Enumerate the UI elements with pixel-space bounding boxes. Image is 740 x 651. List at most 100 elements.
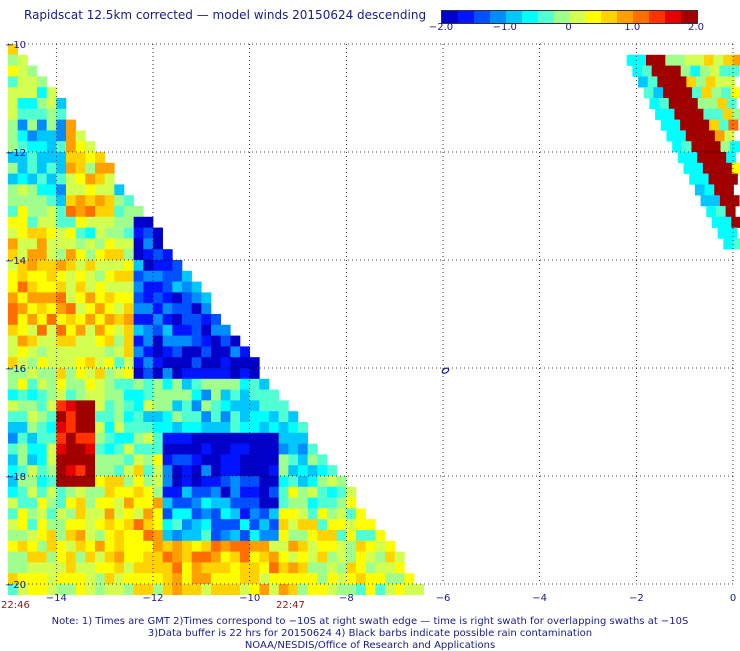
swath-cell [56,270,67,282]
swath-cell [114,184,125,196]
swath-cell [191,486,202,498]
swath-cell [37,573,47,585]
swath-cell [230,584,241,596]
swath-cell [56,465,67,477]
swath-cell [143,303,154,315]
swath-cell [37,270,47,282]
swath-cell [700,195,711,207]
swath-cell [201,422,212,434]
swath-cell [201,335,212,347]
swath-cell [133,292,144,304]
swath-cell [124,551,134,563]
swath-cell [143,227,154,239]
swath-cell [143,216,154,228]
swath-cell [66,314,76,326]
swath-cell [220,346,231,358]
swath-cell [66,443,76,455]
swath-cell [95,411,105,423]
swath-cell [8,476,18,488]
swath-cell [249,454,260,466]
swath-cell [288,422,299,434]
swath-cell [172,465,183,477]
swath-cell [27,227,38,239]
swath-cell [298,465,308,477]
swath-cell [172,292,183,304]
swath-cell [17,314,28,326]
swath-cell [211,346,221,358]
swath-cell [182,324,192,336]
swath-cell [719,65,730,77]
swath-cell [143,551,154,563]
swath-cell [56,216,67,228]
swath-cell [114,346,125,358]
swath-cell [46,530,57,542]
swath-cell [133,411,144,423]
swath-cell [162,400,173,412]
swath-cell [46,422,57,434]
swath-cell [95,314,105,326]
swath-cell [133,346,144,358]
swath-cell [288,508,299,520]
swath-cell [17,508,28,520]
swath-cell [706,152,717,164]
swath-cell [27,260,38,272]
swath-cell [699,119,710,131]
swath-cell [56,551,67,563]
swath-cell [162,324,173,336]
swath-cell [661,65,672,77]
swath-cell [66,335,76,347]
swath-cell [385,562,395,574]
swath-cell [95,162,105,174]
swath-cell [182,540,192,552]
swath-cell [201,378,212,390]
swath-cell [298,454,308,466]
swath-cell [172,335,183,347]
swath-cell [269,411,279,423]
swath-cell [211,411,221,423]
colorbar-swatch [601,11,618,23]
swath-cell [37,335,47,347]
swath-cell [201,508,212,520]
swath-cell [172,508,183,520]
swath-cell [172,368,183,380]
swath-cell [8,314,18,326]
swath-cell [722,162,733,174]
swath-cell [327,530,337,542]
swath-cell [46,389,57,401]
swath-cell [37,551,47,563]
y-tick-label: −20 [5,580,26,591]
swath-cell [153,368,163,380]
swath-cell [182,368,192,380]
swath-cell [56,152,67,164]
swath-cell [715,206,726,218]
swath-cell [46,87,57,99]
swath-cell [269,573,279,585]
swath-cell [327,497,337,509]
swath-cell [66,389,76,401]
swath-cell [182,432,192,444]
swath-cell [114,422,125,434]
swath-cell [182,335,192,347]
swath-cell [288,584,299,596]
swath-cell [686,76,697,88]
swath-cell [307,573,318,585]
swath-cell [182,281,192,293]
swath-cell [143,281,154,293]
swath-cell [66,119,76,131]
swath-cell [66,432,76,444]
swath-cell [104,551,115,563]
swath-cell [681,141,692,153]
swath-cell [56,184,67,196]
swath-cell [124,519,134,531]
colorbar-swatch [617,11,634,23]
swath-cell [114,206,125,218]
swath-cell [288,443,299,455]
swath-cell [720,141,731,153]
swath-cell [153,238,163,250]
swath-cell [27,324,38,336]
swath-cell [133,389,144,401]
colorbar-swatch [649,11,666,23]
swath-cell [133,540,144,552]
swath-cell [17,573,28,585]
swath-cell [211,497,221,509]
